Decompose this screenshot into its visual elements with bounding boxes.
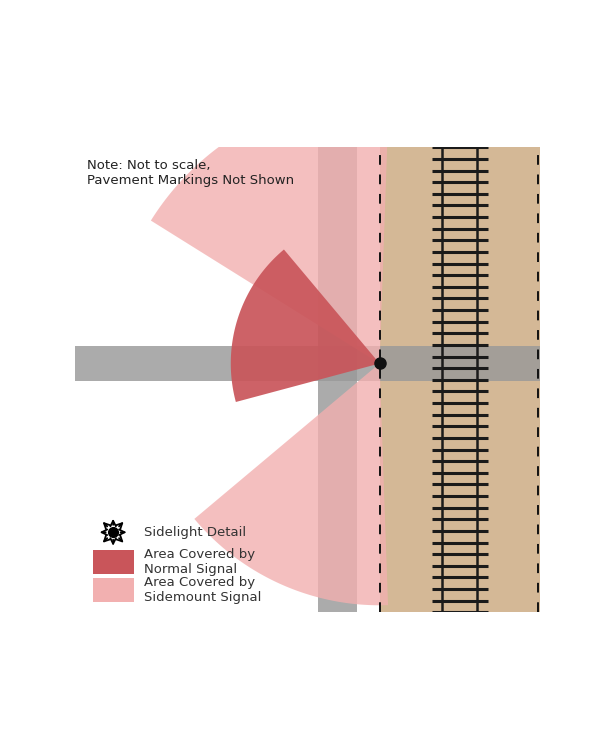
Bar — [92, 578, 134, 602]
Polygon shape — [151, 94, 389, 363]
Polygon shape — [194, 363, 388, 605]
Text: Note: Not to scale,
Pavement Markings Not Shown: Note: Not to scale, Pavement Markings No… — [86, 159, 294, 187]
Bar — [318, 147, 357, 612]
Text: Area Covered by
Normal Signal: Area Covered by Normal Signal — [144, 548, 255, 576]
Text: Area Covered by
Sidemount Signal: Area Covered by Sidemount Signal — [144, 576, 261, 604]
Text: Sidelight Detail: Sidelight Detail — [144, 526, 246, 538]
Polygon shape — [231, 250, 380, 402]
Bar — [380, 147, 540, 612]
Bar — [92, 550, 134, 574]
Bar — [75, 346, 563, 381]
